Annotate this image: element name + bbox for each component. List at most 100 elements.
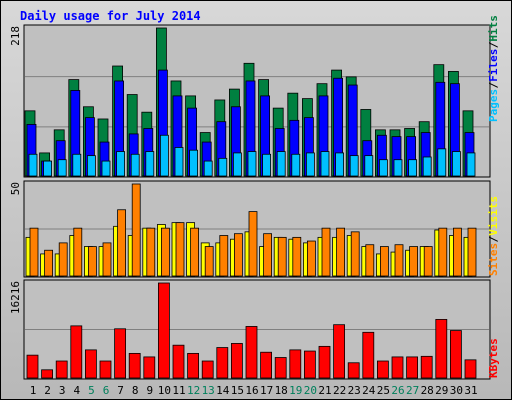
bar-sites — [73, 227, 83, 277]
bar-pages — [437, 148, 447, 177]
bar-pages — [262, 153, 272, 177]
bar-kbytes — [70, 325, 83, 379]
bar-sites — [467, 227, 477, 277]
bar-kbytes — [55, 360, 68, 379]
bar-pages — [72, 153, 82, 177]
bar-kbytes — [216, 347, 229, 379]
bar-pages — [422, 156, 432, 177]
bar-kbytes — [406, 356, 419, 379]
bar-sites — [350, 231, 360, 277]
bar-kbytes — [449, 330, 462, 379]
day-label: 5 — [88, 384, 95, 397]
bar-pages — [378, 159, 388, 177]
legend-hits: Hits — [487, 15, 500, 42]
bar-kbytes — [464, 359, 477, 379]
bar-kbytes — [260, 351, 273, 379]
bar-sites — [248, 211, 258, 277]
bar-sites — [233, 233, 243, 277]
bar-pages — [393, 159, 403, 177]
day-label: 25 — [377, 384, 390, 397]
bar-kbytes — [376, 360, 389, 379]
bar-sites — [44, 249, 53, 277]
day-label: 26 — [391, 384, 404, 397]
bar-pages — [87, 155, 96, 177]
day-label: 27 — [406, 384, 419, 397]
day-label: 24 — [362, 384, 376, 397]
bar-kbytes — [157, 282, 170, 379]
bar-pages — [349, 155, 359, 177]
bar-pages — [408, 159, 418, 177]
chart-title: Daily usage for July 2014 — [20, 9, 201, 23]
bar-kbytes — [420, 355, 433, 379]
bar-sites — [102, 242, 112, 277]
legend-kbytes-label: KBytes — [487, 338, 500, 378]
bar-kbytes — [289, 349, 302, 379]
day-label: 21 — [318, 384, 331, 397]
bar-sites — [365, 244, 375, 277]
bar-sites — [204, 246, 214, 277]
bar-pages — [101, 160, 111, 177]
bar-kbytes — [114, 328, 126, 379]
bar-kbytes — [201, 360, 214, 379]
bar-sites — [219, 235, 229, 277]
bar-kbytes — [172, 344, 185, 379]
bar-pages — [189, 149, 199, 177]
bar-pages — [247, 151, 257, 177]
bar-kbytes — [85, 349, 97, 379]
day-label: 17 — [260, 384, 273, 397]
y-max-label-kbytes: 16216 — [9, 281, 22, 314]
bar-kbytes — [128, 352, 141, 379]
bar-sites — [175, 222, 185, 277]
bar-pages — [451, 151, 461, 177]
y-max-label-visits: 50 — [9, 182, 22, 195]
bar-kbytes — [391, 356, 404, 379]
day-label: 1 — [30, 384, 37, 397]
bar-sites — [277, 236, 287, 277]
day-label: 14 — [216, 384, 230, 397]
bar-pages — [291, 153, 301, 177]
bar-kbytes — [347, 362, 360, 379]
bar-pages — [364, 155, 374, 177]
bar-kbytes — [26, 354, 39, 379]
bar-sites — [394, 244, 404, 277]
day-label: 20 — [304, 384, 317, 397]
bar-sites — [58, 242, 68, 277]
bar-kbytes — [99, 360, 112, 379]
bar-kbytes — [318, 345, 331, 379]
day-label: 30 — [450, 384, 463, 397]
bar-kbytes — [187, 352, 200, 379]
bar-kbytes — [274, 357, 287, 379]
bar-pages — [174, 147, 184, 177]
bar-pages — [335, 152, 345, 177]
bar-sites — [146, 227, 156, 277]
day-label: 15 — [231, 384, 244, 397]
day-label: 29 — [435, 384, 448, 397]
bar-kbytes — [362, 331, 375, 379]
bar-kbytes — [303, 350, 316, 379]
day-label: 8 — [132, 384, 139, 397]
bar-pages — [145, 151, 155, 177]
bar-kbytes — [435, 319, 448, 379]
legend-sites: Sites — [487, 243, 500, 276]
bar-pages — [232, 152, 242, 177]
bar-sites — [379, 246, 389, 277]
bar-pages — [130, 153, 140, 177]
bar-kbytes — [333, 324, 346, 379]
bar-pages — [159, 134, 169, 177]
bar-pages — [320, 151, 330, 177]
legend-hits-files-pages: Pages / Files / Hits — [487, 15, 500, 122]
x-axis-day-labels: 1 2 3 4 5 6 7 8 9 10 11 12 13 14 15 16 17 18 19 20 21 22 23 24 2… — [30, 384, 478, 397]
legend-pages: Pages — [487, 89, 500, 122]
bar-kbytes — [230, 343, 243, 379]
bar-pages — [43, 160, 52, 177]
legend-separator: / — [487, 41, 500, 48]
day-label: 11 — [172, 384, 185, 397]
day-label: 19 — [289, 384, 302, 397]
bar-pages — [57, 159, 67, 177]
bar-sites — [452, 227, 462, 277]
bar-sites — [306, 240, 316, 277]
bar-sites — [292, 236, 302, 277]
day-label: 16 — [245, 384, 258, 397]
legend-visits-sites: Sites / Visits — [487, 196, 500, 276]
